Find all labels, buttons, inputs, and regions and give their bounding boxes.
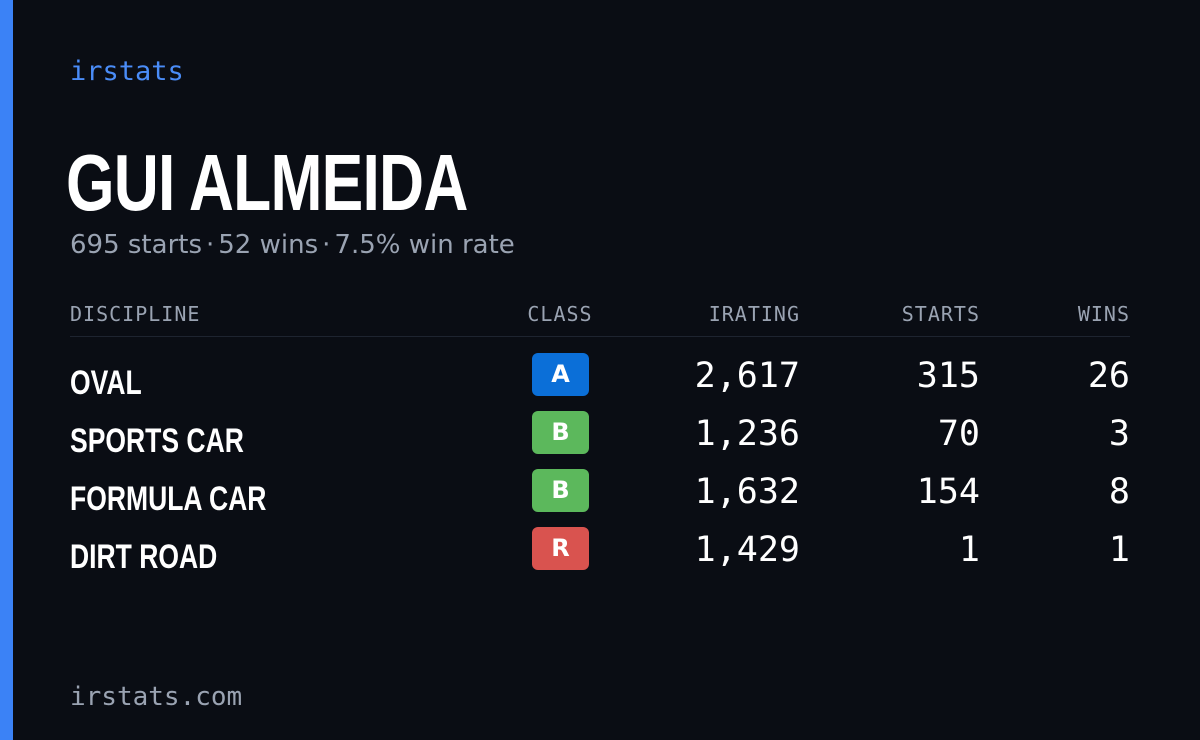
discipline-label: SPORTS CAR: [70, 422, 244, 460]
brand-logo: irstats: [70, 56, 184, 87]
summary-win-rate: 7.5% win rate: [334, 230, 515, 260]
driver-summary: 695 starts · 52 wins · 7.5% win rate: [70, 228, 515, 262]
header-wins: WINS: [1077, 302, 1130, 326]
irating-value: 1,632: [694, 472, 800, 512]
discipline-label: DIRT ROAD: [70, 538, 218, 576]
class-badge: B: [532, 469, 589, 512]
class-badge: B: [532, 411, 589, 454]
discipline-label: FORMULA CAR: [70, 480, 267, 518]
table-header: DISCIPLINE CLASS IRATING STARTS WINS: [70, 298, 1130, 337]
starts-value: 315: [916, 356, 980, 396]
header-irating: IRATING: [708, 302, 800, 326]
summary-separator: ·: [206, 230, 215, 260]
header-discipline: DISCIPLINE: [70, 302, 201, 326]
accent-bar: [0, 0, 13, 740]
class-badge: A: [532, 353, 589, 396]
header-starts: STARTS: [901, 302, 980, 326]
class-badge: R: [532, 527, 589, 570]
table-row: FORMULA CAR B 1,632 154 8: [70, 469, 1130, 527]
discipline-label: OVAL: [70, 364, 142, 402]
table-row: DIRT ROAD R 1,429 1 1: [70, 527, 1130, 585]
irating-value: 1,429: [694, 530, 800, 570]
footer-site: irstats.com: [70, 682, 243, 712]
driver-name: GUI ALMEIDA: [66, 138, 468, 227]
irating-value: 2,617: [694, 356, 800, 396]
summary-wins: 52 wins: [218, 230, 319, 260]
wins-value: 3: [1108, 414, 1130, 454]
wins-value: 8: [1108, 472, 1130, 512]
starts-value: 70: [937, 414, 980, 454]
table-row: SPORTS CAR B 1,236 70 3: [70, 411, 1130, 469]
starts-value: 1: [958, 530, 980, 570]
wins-value: 1: [1108, 530, 1130, 570]
discipline-table: DISCIPLINE CLASS IRATING STARTS WINS OVA…: [70, 298, 1130, 585]
irating-value: 1,236: [694, 414, 800, 454]
table-body: OVAL A 2,617 315 26 SPORTS CAR B 1,236 7…: [70, 337, 1130, 585]
table-row: OVAL A 2,617 315 26: [70, 353, 1130, 411]
summary-separator: ·: [322, 230, 331, 260]
header-class: CLASS: [527, 302, 593, 326]
starts-value: 154: [916, 472, 980, 512]
wins-value: 26: [1087, 356, 1130, 396]
summary-starts: 695 starts: [70, 230, 202, 260]
